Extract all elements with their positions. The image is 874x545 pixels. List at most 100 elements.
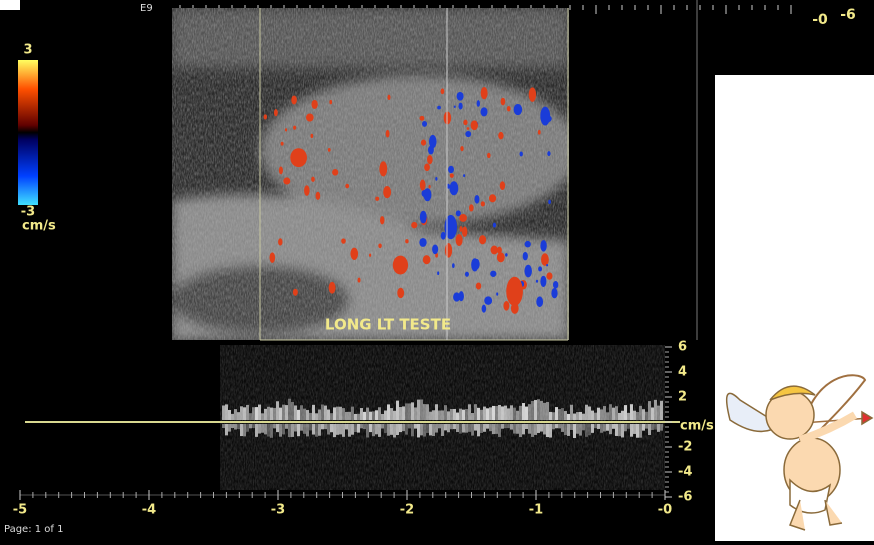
spectrum-column — [495, 424, 498, 434]
spectrum-column — [405, 424, 408, 435]
spectrum-column — [618, 413, 621, 420]
spectrum-column — [489, 407, 492, 420]
spectrum-column — [639, 406, 642, 420]
spectrum-column — [573, 414, 576, 420]
time-label: -1 — [529, 503, 543, 518]
spectrum-column — [348, 412, 351, 420]
flow-signal — [500, 181, 505, 190]
flow-signal — [311, 177, 315, 182]
flow-signal — [290, 148, 307, 167]
spectrum-column — [336, 424, 339, 435]
spectrum-column — [657, 406, 660, 420]
spectrum-column — [504, 424, 507, 428]
spectrum-column — [420, 399, 423, 420]
spectrum-column — [375, 424, 378, 434]
spectrum-column — [354, 424, 357, 432]
spectrum-column — [255, 407, 258, 420]
spectrum-column — [561, 408, 564, 420]
spectrum-column — [342, 424, 345, 437]
spectrum-column — [546, 402, 549, 420]
spectrum-column — [222, 405, 225, 420]
spectrum-column — [651, 407, 654, 420]
spectrum-column — [333, 407, 336, 420]
spectrum-column — [342, 408, 345, 420]
flow-signal — [345, 184, 349, 189]
flow-signal — [274, 109, 278, 116]
spectrum-column — [612, 424, 615, 429]
spectrum-column — [336, 407, 339, 420]
spectrum-column — [594, 424, 597, 428]
flow-signal — [429, 135, 437, 148]
flow-signal — [420, 211, 427, 224]
spectrum-column — [435, 424, 438, 433]
spectrum-column — [549, 424, 552, 438]
spectrum-column — [441, 410, 444, 420]
spectrum-column — [450, 409, 453, 420]
spectrum-column — [423, 404, 426, 420]
spectrum-column — [294, 424, 297, 432]
flow-signal — [506, 277, 523, 306]
spectrum-column — [597, 408, 600, 420]
flow-signal — [524, 265, 531, 278]
spectrum-column — [525, 407, 528, 420]
flow-signal — [462, 226, 467, 236]
spectrum-column — [231, 414, 234, 420]
spectrum-column — [486, 408, 489, 420]
corner-box — [0, 0, 20, 10]
spectrum-column — [405, 403, 408, 420]
spectrum-column — [459, 409, 462, 420]
spectrum-column — [312, 424, 315, 435]
spectrum-column — [609, 404, 612, 420]
spectrum-column — [249, 424, 252, 428]
spectrum-column — [285, 424, 288, 429]
image-label: LONG LT TESTE — [325, 316, 451, 334]
spectrum-column — [318, 409, 321, 420]
flow-signal — [536, 280, 538, 283]
spectrum-column — [453, 424, 456, 429]
time-label: -2 — [400, 503, 414, 518]
spectrum-column — [222, 424, 225, 428]
spectrum-column — [387, 404, 390, 420]
spectrum-column — [363, 424, 366, 429]
corner-label: E9 — [140, 3, 153, 14]
flow-signal — [547, 151, 550, 156]
spectrum-column — [660, 424, 663, 431]
spectrum-column — [438, 411, 441, 420]
spectrum-column — [603, 406, 606, 420]
spectrum-column — [390, 424, 393, 435]
flow-signal — [419, 238, 426, 247]
flow-signal — [441, 88, 445, 94]
flow-signal — [329, 282, 336, 294]
spectrum-column — [624, 405, 627, 420]
spectrum-column — [357, 414, 360, 420]
flow-signal — [279, 166, 283, 174]
flow-signal — [481, 201, 485, 206]
spectrum-column — [597, 424, 600, 429]
spectrum-column — [657, 424, 660, 432]
spectrum-column — [477, 408, 480, 420]
spectrum-column — [366, 408, 369, 420]
spectrum-column — [579, 424, 582, 436]
spectrum-column — [375, 410, 378, 420]
velocity-label: -2 — [678, 440, 692, 455]
flow-signal — [489, 194, 496, 202]
spectrum-column — [645, 412, 648, 420]
spectrum-column — [588, 424, 591, 435]
spectrum-column — [534, 400, 537, 420]
spectrum-column — [282, 405, 285, 420]
spectrum-column — [480, 424, 483, 433]
doppler-spectrum — [220, 345, 665, 490]
spectrum-column — [447, 411, 450, 420]
flow-signal — [304, 185, 310, 196]
spectrum-column — [555, 424, 558, 428]
spectrum-column — [615, 406, 618, 420]
spectrum-column — [225, 404, 228, 420]
time-label: -5 — [13, 503, 27, 518]
spectrum-column — [519, 406, 522, 420]
spectrum-column — [486, 424, 489, 429]
spectrum-column — [267, 407, 270, 420]
flow-signal — [546, 264, 548, 266]
spectrum-column — [471, 424, 474, 436]
velocity-label: 2 — [678, 390, 687, 405]
color-bar — [18, 60, 38, 205]
